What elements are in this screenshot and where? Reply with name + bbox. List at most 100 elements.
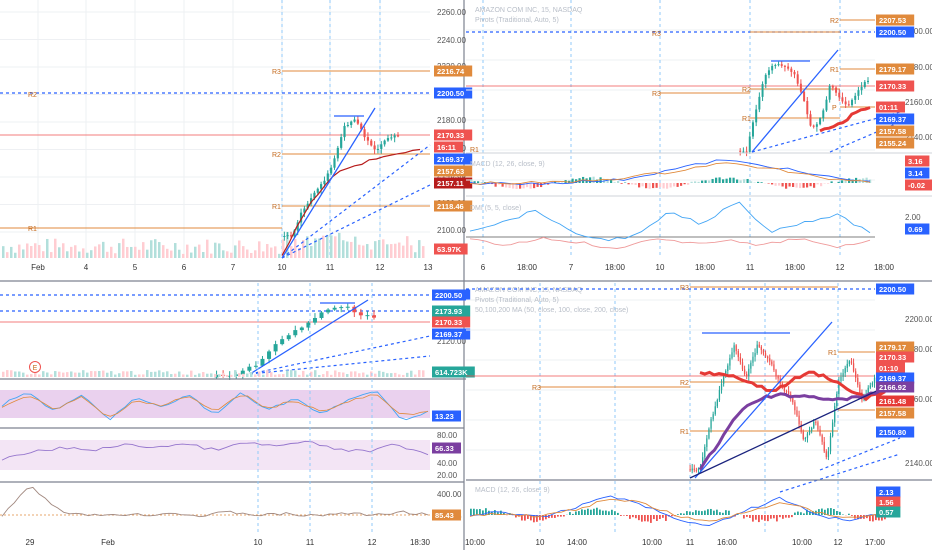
- br-candle-59: [810, 427, 813, 431]
- br-price-tag-bg: [876, 372, 915, 384]
- br-macd-tag: 1.56: [879, 498, 894, 507]
- br-macd-hist: [713, 510, 715, 515]
- tr-dmi-tick: 2.00: [905, 213, 921, 222]
- bl-volume-bar: [130, 371, 133, 377]
- tr-pivot-label: R1: [830, 67, 839, 74]
- tr-candle-17: [790, 68, 793, 72]
- br-macd-hist: [644, 515, 646, 522]
- tr-macd-hist: [715, 177, 718, 183]
- br-price-tag: 2166.92: [879, 383, 906, 392]
- br-macd-hist: [758, 515, 760, 523]
- tr-macd-hist: [669, 183, 672, 188]
- br-macd-hist: [632, 515, 634, 518]
- tr-macd-hist: [645, 183, 648, 189]
- tl-candle-26: [366, 137, 370, 141]
- tr-macd-hist: [515, 183, 518, 190]
- tr-macd-hist: [627, 183, 630, 185]
- tr-macd-tag-bg: [905, 167, 930, 179]
- br-macd-hist: [599, 509, 601, 515]
- tr-macd-hist: [778, 183, 781, 186]
- br-candle-28: [746, 374, 748, 377]
- br-macd-hist: [749, 515, 751, 518]
- tr-candle-22: [806, 100, 809, 115]
- bl-volume-bar: [14, 371, 17, 377]
- br-candle-15: [718, 390, 721, 400]
- tl-volume-bar: [270, 247, 273, 258]
- tl-volume-bar: [82, 248, 85, 258]
- tr-macd-hist: [533, 183, 536, 189]
- br-macd-hist: [650, 515, 652, 523]
- bl-volume-bar: [242, 373, 245, 377]
- tr-candle-18: [793, 71, 796, 75]
- bl-volume-bar: [230, 374, 233, 377]
- br-macd-hist: [551, 515, 553, 518]
- tl-volume-bar: [206, 239, 209, 258]
- bl-volume-bar: [150, 371, 153, 377]
- tr-candle-34: [844, 101, 847, 105]
- tr-candle-15: [783, 65, 786, 67]
- br-macd-hist: [836, 510, 838, 515]
- tr-price-tick: 2180.00: [905, 63, 932, 72]
- br-candle-27: [743, 369, 746, 375]
- tr-candle-5: [751, 122, 754, 137]
- br-price-tag: 2150.80: [879, 428, 906, 437]
- tl-volume-bar: [422, 246, 425, 258]
- br-candle-12: [712, 414, 714, 420]
- tl-volume-bar: [310, 246, 313, 258]
- tr-macd-hist: [774, 183, 777, 186]
- tr-price-tag-bg: [876, 80, 915, 92]
- bl-volume-bar: [334, 370, 337, 377]
- bl-volume-bar: [30, 374, 33, 377]
- tl-volume-bar: [394, 243, 397, 258]
- bl-candle-10: [273, 344, 278, 352]
- bl-volume-bar: [418, 370, 421, 377]
- br-macd-hist: [821, 508, 823, 515]
- br-macd-hist: [590, 509, 592, 515]
- br-macd-hist: [791, 515, 793, 518]
- br-macd-hist: [761, 515, 763, 520]
- bl-volume-bar: [162, 372, 165, 377]
- bl-volume-bar: [414, 374, 417, 377]
- br-macd-hist: [881, 515, 883, 521]
- tr-macd-hist: [673, 183, 676, 187]
- tr-candle-30: [831, 86, 834, 88]
- tl-volume-bar: [78, 251, 81, 258]
- tl-volume-bar: [374, 241, 377, 258]
- tr-macd-hist: [785, 183, 788, 189]
- tl-candle-15: [330, 167, 333, 174]
- bl-osc2-tick: 20.00: [437, 471, 458, 480]
- bl-earnings-marker: E: [33, 365, 38, 372]
- br-ma100-line: [698, 388, 886, 471]
- tr-candle-1: [739, 150, 742, 152]
- br-price-tag-bg: [876, 362, 905, 374]
- tr-price-tag: 2179.17: [879, 65, 906, 74]
- br-pivot-label: R3: [532, 385, 541, 392]
- tr-pivot-label: R1: [470, 147, 479, 154]
- br-date-label: 10: [536, 538, 545, 547]
- br-macd-hist: [770, 515, 772, 519]
- tr-candle-13: [777, 64, 780, 66]
- tr-candle-20: [799, 83, 802, 92]
- tr-candle-24: [812, 125, 815, 127]
- br-signal-line: [469, 498, 886, 522]
- tl-candle-13: [323, 180, 326, 185]
- tl-candle-10: [313, 192, 316, 199]
- tl-price-tag-bg: [434, 87, 473, 99]
- tr-macd-hist: [827, 183, 830, 184]
- br-candle-38: [766, 356, 769, 359]
- br-macd-hist: [803, 513, 805, 515]
- tr-macd-hist: [659, 183, 662, 188]
- br-price-tag: 2157.58: [879, 409, 906, 418]
- br-candle-73: [840, 376, 842, 381]
- br-macd-hist: [755, 515, 757, 520]
- br-macd-hist: [482, 510, 484, 515]
- tl-volume-bar: [198, 244, 201, 258]
- tr-dmi-tag: 0.69: [908, 225, 923, 234]
- tr-macd-hist: [816, 183, 819, 185]
- tl-price-tag-bg: [434, 165, 473, 177]
- br-macd-hist: [623, 515, 625, 516]
- tr-pivot-label: R1: [742, 116, 751, 123]
- tr-price-tag-bg: [876, 137, 915, 149]
- tr-macd-hist: [529, 183, 532, 189]
- br-candle-11: [710, 419, 712, 429]
